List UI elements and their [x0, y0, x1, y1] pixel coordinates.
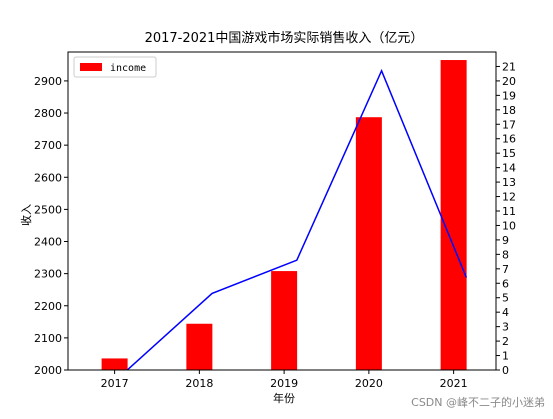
y-left-tick-label-2900: 2900: [34, 75, 62, 88]
y-right-tick-label-7: 7: [502, 263, 509, 276]
y-right-tick-label-21: 21: [502, 60, 516, 73]
y-left-tick-label-2800: 2800: [34, 107, 62, 120]
bar-2019: [271, 271, 298, 370]
legend-swatch-income: [80, 63, 102, 71]
y-right-tick-label-17: 17: [502, 118, 516, 131]
y-right-tick-label-10: 10: [502, 219, 516, 232]
x-axis-label: 年份: [273, 391, 295, 405]
y-left-tick-label-2000: 2000: [34, 364, 62, 377]
y-left-tick-label-2600: 2600: [34, 171, 62, 184]
plot-area: 2017 2018 2019 2020 202120002100220023002400…: [34, 51, 516, 390]
y-right-tick-label-13: 13: [502, 176, 516, 189]
bar-2021: [440, 60, 467, 370]
y-right-tick-label-4: 4: [502, 306, 509, 319]
y-right-tick-label-20: 20: [502, 75, 516, 88]
y-right-tick-label-11: 11: [502, 205, 516, 218]
y-right-tick-label-3: 3: [502, 321, 509, 334]
y-right-tick-label-15: 15: [502, 147, 516, 160]
bar-2020: [355, 117, 382, 371]
y-right-tick-label-9: 9: [502, 234, 509, 247]
y-right-tick-label-14: 14: [502, 162, 516, 175]
y-left-tick-label-2700: 2700: [34, 139, 62, 152]
y-right-tick-label-12: 12: [502, 191, 516, 204]
y-right-tick-label-1: 1: [502, 350, 509, 363]
watermark-text: CSDN @峰不二子的小迷弟: [411, 395, 545, 409]
x-tick-label-2019: 2019: [270, 377, 298, 390]
y-right-tick-label-5: 5: [502, 292, 509, 305]
bar-2018: [186, 323, 213, 370]
y-right-tick-label-18: 18: [502, 104, 516, 117]
x-tick-label-2021: 2021: [440, 377, 468, 390]
y-right-tick-label-0: 0: [502, 364, 509, 377]
y-left-tick-label-2200: 2200: [34, 300, 62, 313]
y-left-tick-label-2400: 2400: [34, 236, 62, 249]
y-left-tick-label-2300: 2300: [34, 268, 62, 281]
x-tick-label-2020: 2020: [355, 377, 383, 390]
y-left-tick-label-2500: 2500: [34, 203, 62, 216]
y-left-tick-label-2100: 2100: [34, 332, 62, 345]
y-right-tick-label-2: 2: [502, 335, 509, 348]
y-right-tick-label-19: 19: [502, 89, 516, 102]
x-tick-label-2017: 2017: [101, 377, 129, 390]
y-right-tick-label-6: 6: [502, 277, 509, 290]
line-series: [126, 68, 468, 371]
bar-2017: [101, 358, 128, 370]
y-axis-label: 收入: [19, 204, 33, 226]
y-right-tick-label-8: 8: [502, 248, 509, 261]
legend-label-income: income: [110, 63, 146, 74]
y-right-tick-label-16: 16: [502, 133, 516, 146]
legend-box: [73, 56, 157, 78]
chart-title: 2017-2021中国游戏市场实际销售收入（亿元）: [145, 30, 424, 46]
x-tick-label-2018: 2018: [185, 377, 213, 390]
